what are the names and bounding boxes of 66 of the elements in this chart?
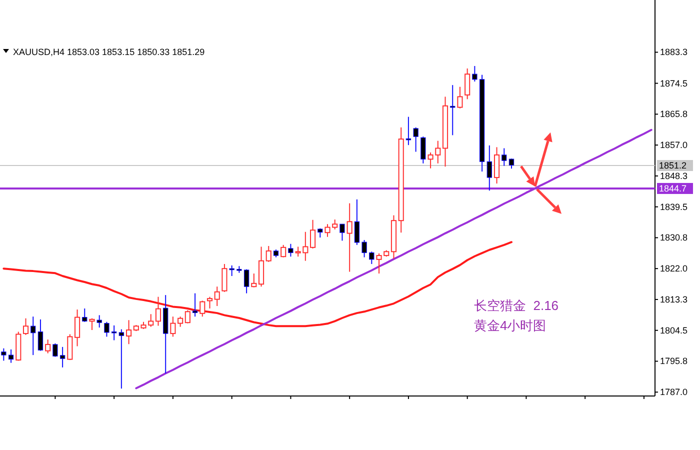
y-tick-label: 1857.0 (660, 140, 688, 150)
candlestick (118, 328, 124, 390)
candlestick (346, 202, 352, 272)
y-tick-label: 1795.8 (660, 356, 688, 366)
candlestick (420, 136, 426, 164)
candlestick (184, 310, 190, 324)
candlestick (502, 148, 507, 166)
annotation: 长空猎金 2.16 (474, 298, 559, 313)
candlestick (486, 144, 492, 192)
ref-line-label: 1851.2 (659, 160, 687, 171)
candlestick (244, 268, 250, 294)
candlestick (111, 324, 117, 341)
y-tick-label: 1848.3 (660, 170, 688, 181)
y-tick-label: 1822.0 (660, 264, 688, 274)
candlestick (340, 224, 345, 242)
candlestick (508, 158, 514, 170)
candlestick (222, 264, 228, 292)
candlestick (464, 68, 470, 100)
candlestick (369, 251, 374, 264)
candlestick (52, 342, 58, 358)
text: XAUUSD,H4 1853.03 1853.15 1850.33 1851.29 (13, 47, 205, 57)
candlestick (266, 246, 272, 262)
candlestick (192, 292, 198, 318)
y-tick-label: 1813.3 (660, 294, 688, 304)
candlestick (155, 296, 162, 326)
candlestick (60, 346, 66, 368)
candlestick (206, 296, 213, 309)
candlestick (178, 316, 184, 328)
y-tick-label: 1883.3 (660, 47, 688, 58)
y-tick-label: 1830.8 (660, 232, 688, 243)
candlestick (494, 146, 500, 184)
candlestick (288, 243, 294, 258)
candlestick (67, 334, 73, 360)
candlestick (126, 320, 132, 345)
ref-line-label: 1844.7 (659, 183, 687, 194)
candlestick (45, 339, 51, 354)
candlestick (472, 66, 478, 82)
candlestick (214, 286, 220, 306)
annotation: 黄金4小时图 (474, 318, 546, 333)
candlestick (8, 348, 14, 364)
candlestick (1, 348, 6, 362)
candlestick (280, 244, 286, 258)
candlestick (170, 316, 176, 338)
y-tick-label: 1865.8 (660, 109, 688, 120)
candlestick (354, 198, 360, 246)
y-tick-label: 1874.5 (660, 78, 688, 88)
candlestick (74, 309, 80, 347)
candlestick (82, 308, 88, 322)
y-tick-label: 1804.5 (660, 325, 688, 336)
candlestick (413, 126, 418, 152)
y-tick-label: 1839.5 (660, 202, 688, 212)
candlestick (200, 300, 206, 318)
candlestick (30, 316, 36, 356)
candlestick (96, 314, 102, 328)
candlestick (450, 84, 456, 136)
y-tick-label: 1787.0 (660, 387, 688, 398)
candlestick (258, 246, 264, 288)
candlestick (251, 273, 257, 288)
candlestick (362, 240, 367, 258)
candlestick (310, 219, 316, 249)
candlestick (22, 318, 29, 336)
candlestick (229, 264, 234, 276)
candlestick (457, 86, 463, 109)
candlestick (89, 318, 95, 330)
candlestick (104, 321, 110, 338)
candlestick (38, 318, 44, 352)
